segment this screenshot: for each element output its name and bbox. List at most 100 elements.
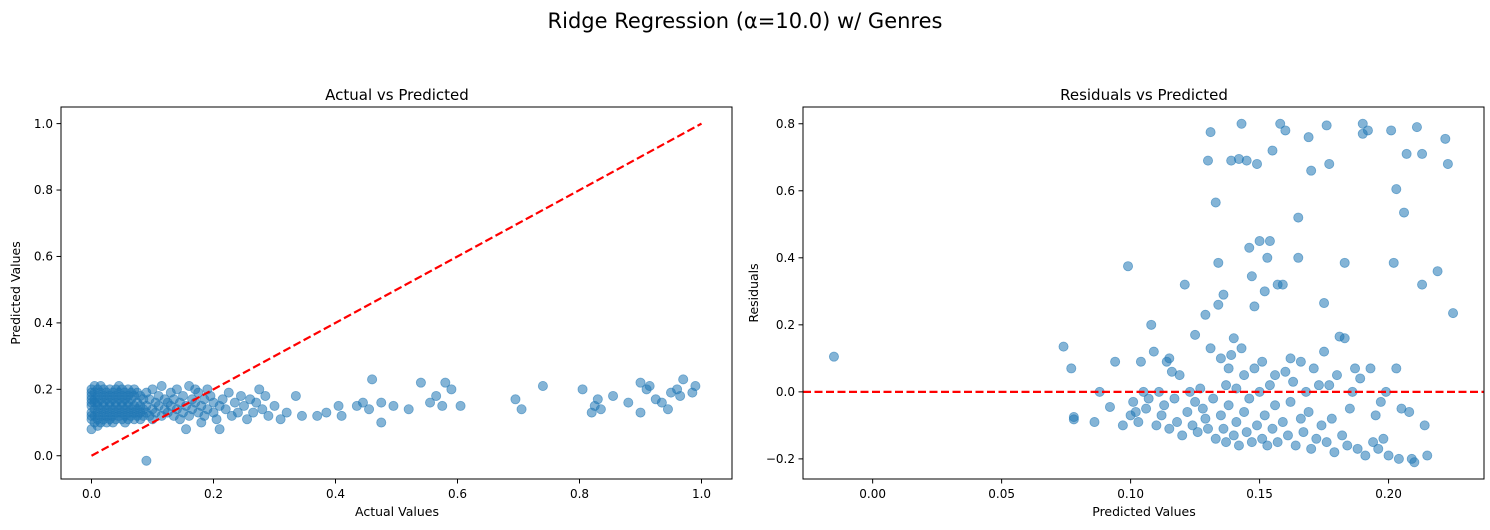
axes-frame	[60, 106, 733, 480]
data-point	[1213, 257, 1224, 268]
x-tick-label: 0.00	[859, 487, 886, 501]
y-tick-label: 0.2	[34, 383, 53, 397]
data-point	[1267, 423, 1278, 434]
data-point	[1205, 127, 1216, 138]
y-tick-label: 0.2	[776, 318, 795, 332]
data-point	[537, 380, 548, 391]
y-axis-label: Residuals	[746, 263, 761, 322]
data-point	[1143, 393, 1154, 404]
data-point	[257, 404, 268, 415]
data-point	[1228, 333, 1239, 344]
y-tick-label: 0.8	[776, 117, 795, 131]
data-point	[1365, 363, 1376, 374]
x-tick-label: 0.05	[988, 487, 1015, 501]
data-point	[1391, 363, 1402, 374]
data-point	[269, 400, 280, 411]
data-point	[1270, 400, 1281, 411]
data-point	[1306, 443, 1317, 454]
data-point	[635, 377, 646, 388]
data-point	[675, 390, 686, 401]
data-point	[1270, 370, 1281, 381]
data-point	[828, 351, 839, 362]
data-point	[1151, 420, 1162, 431]
reference-line-path	[90, 122, 703, 457]
data-point	[1357, 118, 1368, 129]
x-tick-label: 0.15	[1246, 487, 1273, 501]
data-point	[1306, 165, 1317, 176]
data-point	[281, 407, 292, 418]
data-point	[1254, 236, 1265, 247]
data-point	[1231, 417, 1242, 428]
data-point	[1303, 132, 1314, 143]
data-point	[1221, 437, 1232, 448]
data-point	[1280, 125, 1291, 136]
data-point	[1110, 356, 1121, 367]
data-point	[1141, 403, 1152, 414]
data-point	[1164, 353, 1175, 364]
data-point	[1236, 118, 1247, 129]
data-point	[217, 394, 228, 405]
data-point	[1213, 299, 1224, 310]
data-point	[376, 417, 387, 428]
data-point	[1241, 427, 1252, 438]
data-point	[415, 377, 426, 388]
data-point	[1223, 400, 1234, 411]
data-point	[1388, 257, 1399, 268]
data-point	[220, 404, 231, 415]
data-point	[1192, 427, 1203, 438]
data-point	[1190, 396, 1201, 407]
data-point	[1324, 158, 1335, 169]
data-point	[1344, 403, 1355, 414]
data-point	[1233, 440, 1244, 451]
data-point	[1417, 279, 1428, 290]
x-tick-label: 0.20	[1375, 487, 1402, 501]
data-point	[1259, 410, 1270, 421]
y-tick-label: 0.6	[34, 250, 53, 264]
data-point	[1293, 212, 1304, 223]
axis-ticks: 0.0 0.2 0.4 0.6 0.8 1.0 0.0 0.2 0.4 0.6 0.8 1.0	[34, 117, 711, 501]
data-point	[1130, 406, 1141, 417]
data-point	[1190, 329, 1201, 340]
data-point	[1239, 406, 1250, 417]
data-point	[1319, 298, 1330, 309]
data-point	[1174, 370, 1185, 381]
data-point	[1179, 279, 1190, 290]
figure-suptitle: Ridge Regression (α=10.0) w/ Genres	[548, 9, 943, 33]
data-point	[1313, 380, 1324, 391]
data-point	[425, 397, 436, 408]
data-point	[592, 394, 603, 405]
data-point	[290, 390, 301, 401]
data-point	[1383, 450, 1394, 461]
data-point	[275, 414, 286, 425]
x-tick-label: 0.8	[570, 487, 589, 501]
data-point	[1246, 271, 1257, 282]
y-tick-label: 0.6	[776, 184, 795, 198]
data-point	[1295, 356, 1306, 367]
data-point	[1226, 349, 1237, 360]
x-tick-label: 1.0	[692, 487, 711, 501]
data-point	[1442, 158, 1453, 169]
data-point	[1135, 356, 1146, 367]
data-point	[1293, 252, 1304, 263]
data-point	[1339, 257, 1350, 268]
data-point	[1264, 380, 1275, 391]
data-point	[1249, 363, 1260, 374]
data-point	[1355, 373, 1366, 384]
data-point	[1089, 417, 1100, 428]
data-point	[260, 390, 271, 401]
data-point	[214, 424, 225, 435]
data-point	[1401, 148, 1412, 159]
data-point	[1218, 289, 1229, 300]
x-tick-label: 0.4	[326, 487, 345, 501]
data-point	[1282, 430, 1293, 441]
data-point	[1375, 396, 1386, 407]
data-point	[437, 400, 448, 411]
data-point	[1399, 207, 1410, 218]
data-point	[1324, 380, 1335, 391]
reference-line	[90, 122, 703, 457]
x-tick-label: 0.2	[204, 487, 223, 501]
x-axis-label: Predicted Values	[1092, 504, 1196, 519]
data-point	[1133, 417, 1144, 428]
data-point	[1277, 279, 1288, 290]
